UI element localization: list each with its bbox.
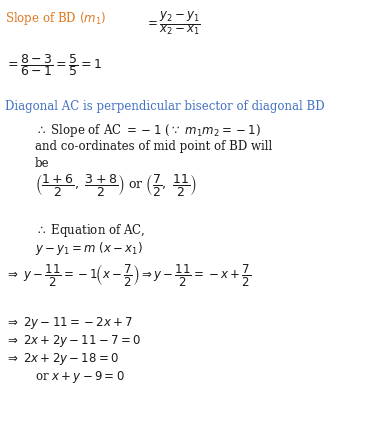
- Text: $y - y_1 = m\ (x - x_1)$: $y - y_1 = m\ (x - x_1)$: [35, 240, 143, 257]
- Text: $\left(\dfrac{1+6}{2},\ \dfrac{3+8}{2}\right)$ or $\left(\dfrac{7}{2},\ \dfrac{1: $\left(\dfrac{1+6}{2},\ \dfrac{3+8}{2}\r…: [35, 172, 197, 198]
- Text: $= \dfrac{8-3}{6-1} = \dfrac{5}{5} = 1$: $= \dfrac{8-3}{6-1} = \dfrac{5}{5} = 1$: [5, 52, 102, 78]
- Text: $\therefore$ Equation of AC,: $\therefore$ Equation of AC,: [35, 222, 145, 239]
- Text: or $x + y - 9 = 0$: or $x + y - 9 = 0$: [35, 369, 125, 385]
- Text: $\Rightarrow\ 2x + 2y - 18 = 0$: $\Rightarrow\ 2x + 2y - 18 = 0$: [5, 351, 119, 367]
- Text: $\Rightarrow\ 2x + 2y - 11 - 7 = 0$: $\Rightarrow\ 2x + 2y - 11 - 7 = 0$: [5, 333, 141, 349]
- Text: Slope of BD $(m_1)$: Slope of BD $(m_1)$: [5, 10, 106, 27]
- Text: $\therefore$ Slope of AC $= -1$ ($\because\ m_1m_2 = -1$): $\therefore$ Slope of AC $= -1$ ($\becau…: [35, 122, 261, 139]
- Text: be: be: [35, 157, 50, 170]
- Text: Diagonal AC is perpendicular bisector of diagonal BD: Diagonal AC is perpendicular bisector of…: [5, 100, 325, 113]
- Text: $\Rightarrow\ 2y - 11 = -2x + 7$: $\Rightarrow\ 2y - 11 = -2x + 7$: [5, 315, 133, 331]
- Text: and co-ordinates of mid point of BD will: and co-ordinates of mid point of BD will: [35, 140, 272, 153]
- Text: $\Rightarrow\ y-\dfrac{11}{2}=-1\!\left(x-\dfrac{7}{2}\right)\Rightarrow y-\dfra: $\Rightarrow\ y-\dfrac{11}{2}=-1\!\left(…: [5, 262, 251, 288]
- Text: $= \dfrac{y_2-y_1}{x_2-x_1}$: $= \dfrac{y_2-y_1}{x_2-x_1}$: [145, 10, 201, 37]
